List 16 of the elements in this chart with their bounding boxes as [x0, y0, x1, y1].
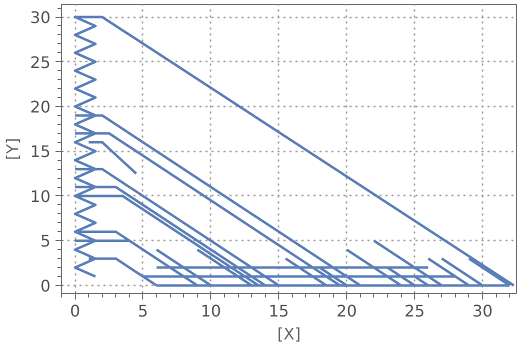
x-tick-label: 15 [268, 302, 289, 320]
y-tick-label: 5 [40, 232, 51, 251]
x-axis-title: [X] [277, 324, 301, 344]
x-tick-label: 0 [70, 302, 80, 320]
x-tick-label: 5 [138, 302, 148, 320]
x-tick-label: 20 [336, 302, 357, 320]
x-tick-label: 25 [404, 302, 425, 320]
x-tick-label: 10 [200, 302, 222, 320]
y-tick-label: 10 [30, 186, 50, 206]
y-axis-title: [Y] [3, 138, 22, 160]
y-tick-label: 20 [30, 98, 50, 116]
x-tick-label: 30 [472, 302, 493, 320]
y-tick-label: 0 [40, 276, 51, 296]
y-tick-label: 30 [30, 8, 50, 28]
y-tick-label: 25 [30, 52, 50, 72]
y-tick-label: 15 [30, 142, 50, 162]
